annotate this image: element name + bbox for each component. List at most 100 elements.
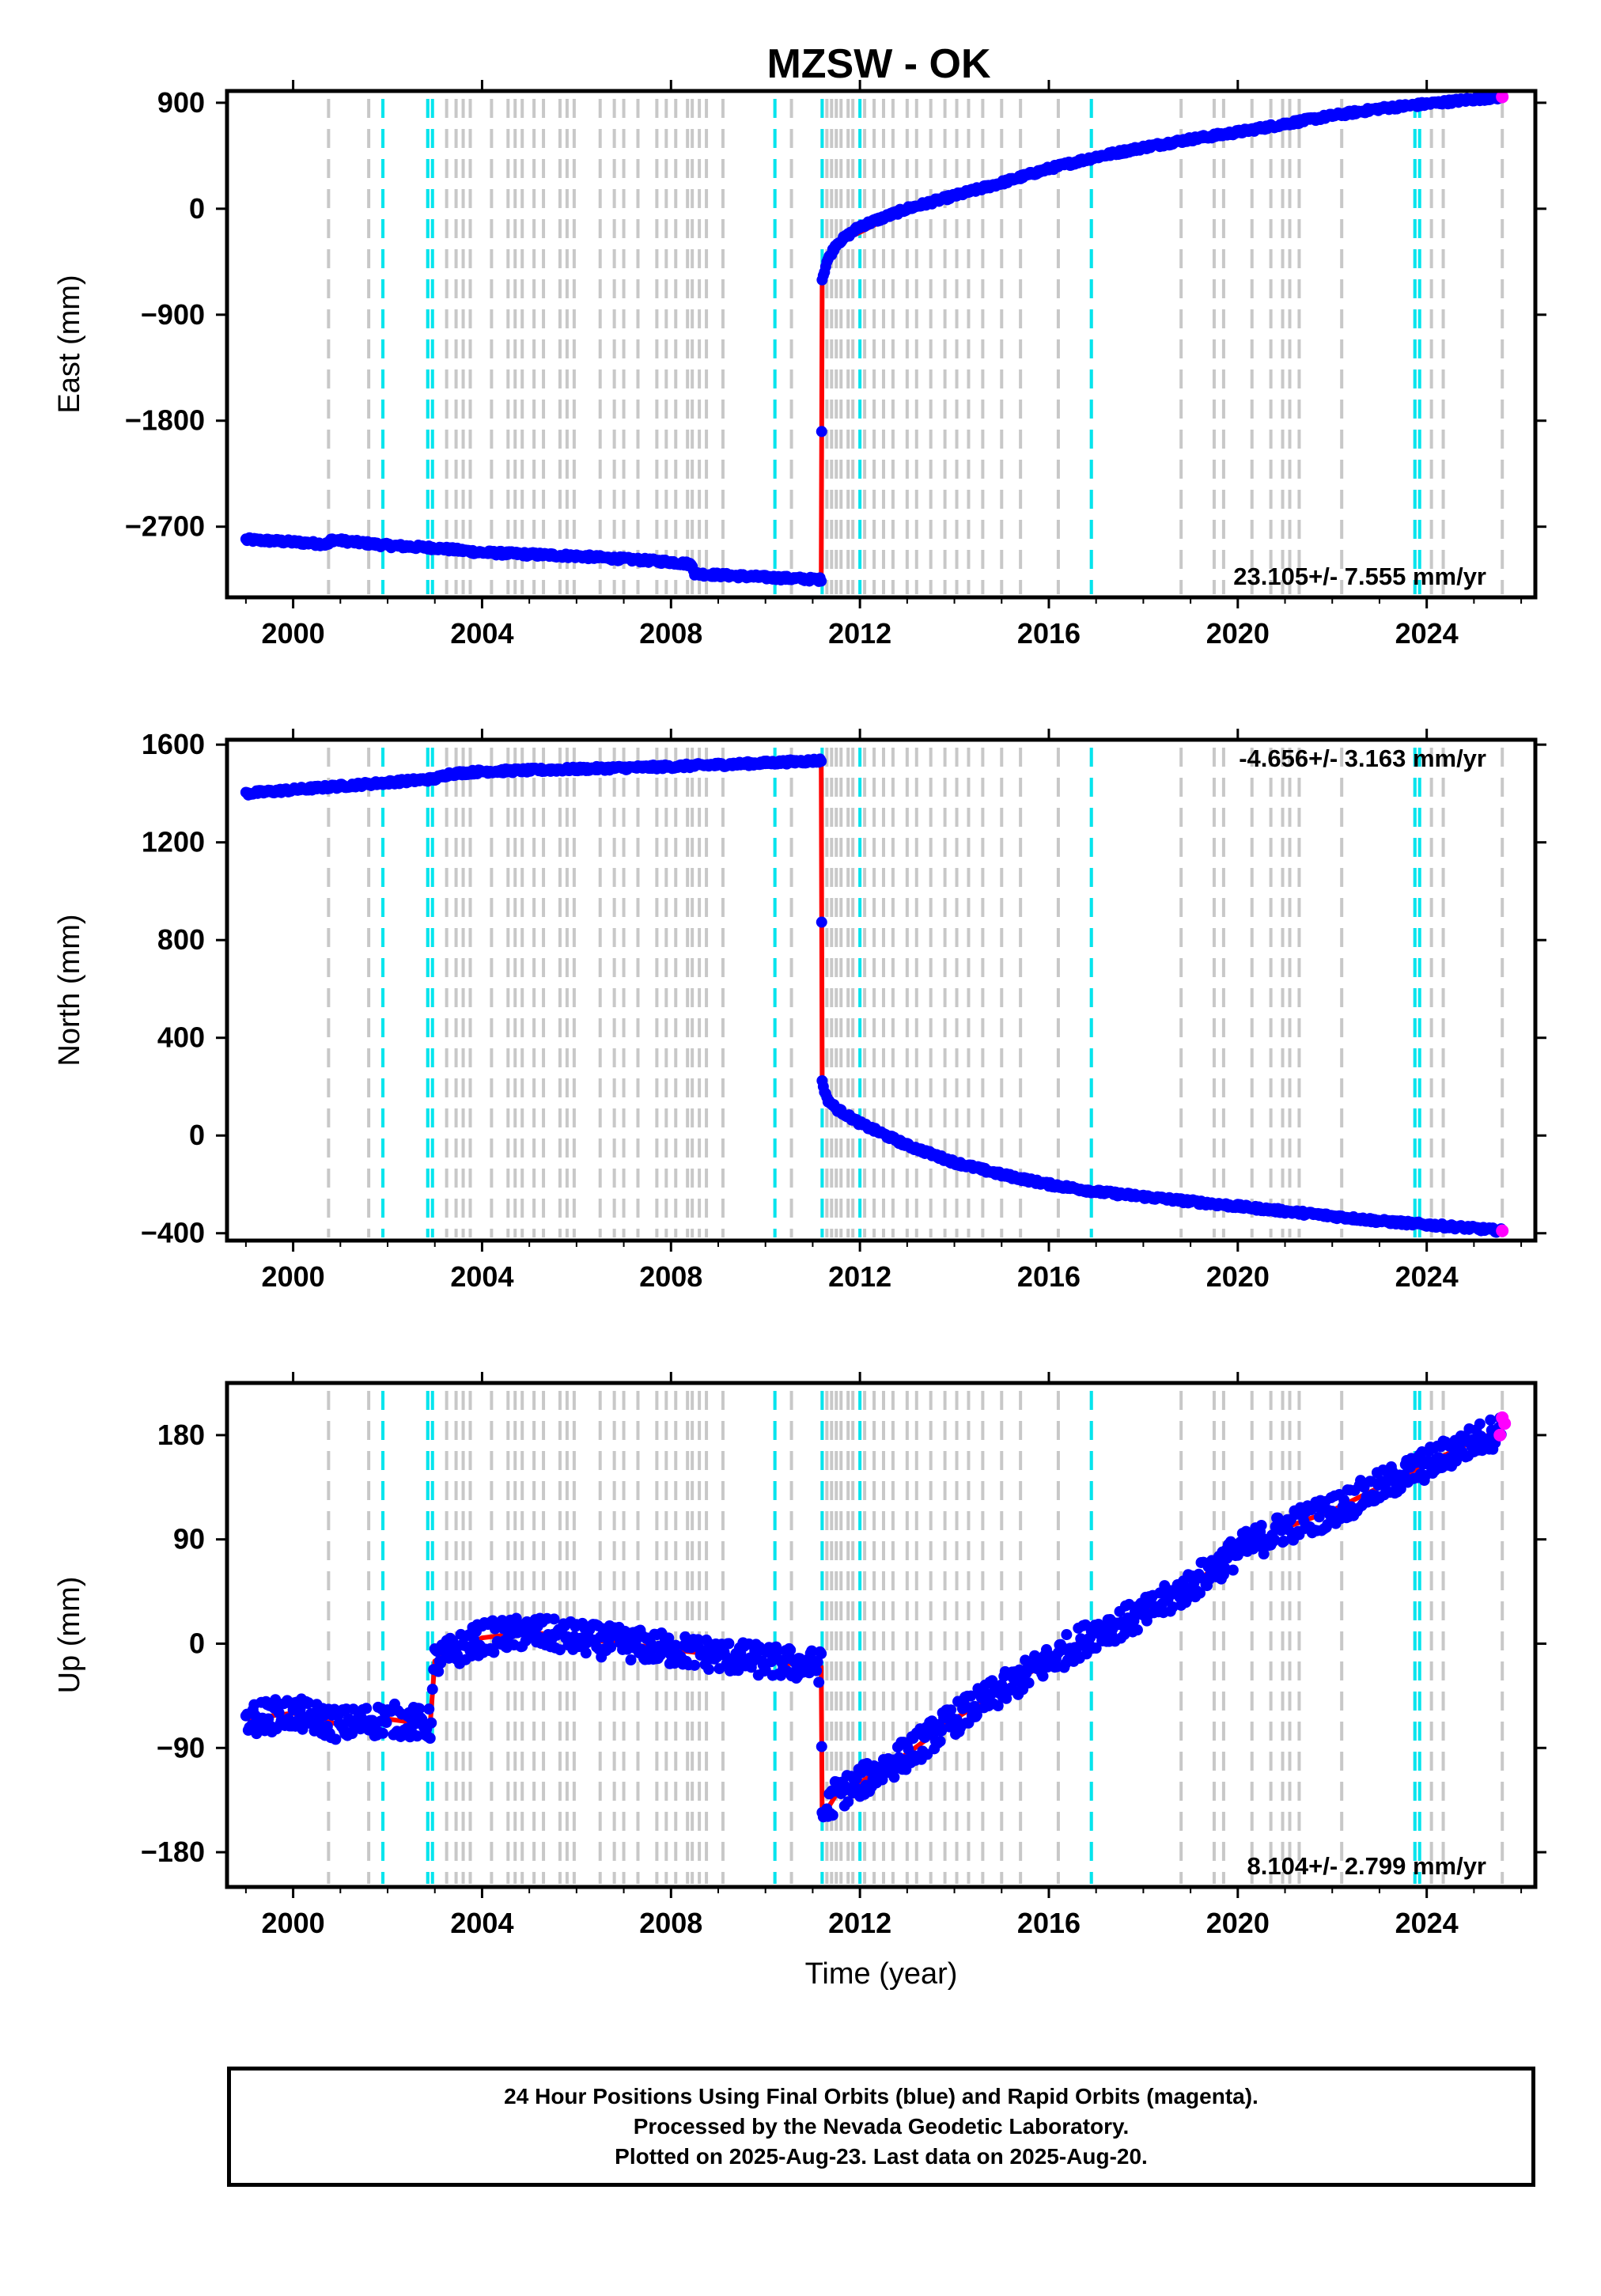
y-tick-label: 900 <box>157 86 205 119</box>
x-tick-label: 2012 <box>828 1260 891 1293</box>
footer-caption-box: 24 Hour Positions Using Final Orbits (bl… <box>227 2067 1535 2187</box>
data-point-final <box>1258 1548 1270 1560</box>
data-point-final <box>1131 1624 1143 1636</box>
data-point-final <box>426 1717 437 1729</box>
y-tick-label: −900 <box>141 298 205 331</box>
north-data-points <box>240 753 1509 1238</box>
data-point-final <box>426 1684 438 1695</box>
x-tick-label: 2012 <box>828 1907 891 1939</box>
data-point-final <box>580 1647 592 1659</box>
chart-title: MZSW - OK <box>766 41 991 87</box>
data-point-final <box>996 1679 1008 1691</box>
x-tick-label: 2008 <box>639 617 702 650</box>
y-tick-label: −2700 <box>125 510 205 543</box>
data-point-final <box>934 1735 946 1747</box>
data-point-final <box>424 1732 436 1744</box>
data-point-final <box>663 1632 675 1644</box>
y-tick-label: −90 <box>157 1731 205 1764</box>
y-tick-label: −180 <box>141 1836 205 1868</box>
data-point-final <box>670 1639 682 1651</box>
data-point-final <box>816 575 827 587</box>
x-tick-label: 2004 <box>450 1260 513 1293</box>
x-tick-label: 2000 <box>262 617 325 650</box>
data-point-final <box>377 1727 389 1739</box>
data-point-final <box>1278 1535 1290 1547</box>
data-point-final <box>635 1643 647 1655</box>
x-tick-label: 2000 <box>262 1907 325 1939</box>
north-event-lines <box>327 748 1504 1237</box>
data-point-rapid <box>1498 1417 1512 1430</box>
data-point-final <box>423 1703 435 1715</box>
data-point-final <box>346 1728 358 1740</box>
x-tick-label: 2012 <box>828 617 891 650</box>
east-data-points <box>240 89 1509 587</box>
data-point-final <box>971 1709 982 1721</box>
data-point-final <box>692 1634 704 1646</box>
data-point-final <box>1338 1495 1350 1506</box>
data-point-final <box>785 1644 797 1656</box>
y-tick-label: 1600 <box>142 728 205 760</box>
data-point-final <box>298 1719 310 1731</box>
up-rate-label: 8.104+/- 2.799 mm/yr <box>1247 1852 1486 1880</box>
north-axes-frame <box>225 737 1538 1243</box>
data-point-final <box>452 1649 464 1661</box>
data-point-final <box>605 1641 617 1653</box>
x-tick-label: 2020 <box>1206 617 1270 650</box>
data-point-final <box>1322 1518 1334 1530</box>
y-tick-label: −1800 <box>125 404 205 437</box>
data-point-rapid <box>1496 1224 1509 1237</box>
data-point-final <box>723 1638 735 1650</box>
y-tick-label: 400 <box>157 1021 205 1054</box>
data-point-final <box>414 1703 426 1714</box>
up-axes-frame <box>225 1381 1538 1889</box>
data-point-final <box>816 916 827 928</box>
data-point-final <box>270 1694 282 1706</box>
data-point-final <box>689 1659 701 1671</box>
data-point-final <box>1167 1601 1179 1613</box>
data-point-final <box>1037 1670 1049 1682</box>
y-tick-label: −400 <box>141 1217 205 1249</box>
data-point-final <box>812 1656 823 1668</box>
data-point-final <box>380 1717 392 1729</box>
up-panel: 2000 2004 2008 2012 2016 2020 2024 −180 −90 0 90 18… <box>53 1372 1546 1991</box>
east-axis-ticks: 2000 2004 2008 2012 2016 2020 2024 −2700 −1800 −9… <box>125 80 1546 650</box>
data-point-final <box>936 1725 948 1737</box>
east-panel: 2000 2004 2008 2012 2016 2020 2024 −2700 −1800 −9… <box>53 80 1546 650</box>
footer-line: Processed by the Nevada Geodetic Laborat… <box>633 2114 1130 2139</box>
footer-line: Plotted on 2025-Aug-23. Last data on 202… <box>615 2144 1148 2169</box>
data-point-final <box>435 1658 447 1669</box>
up-x-axis-label: Time (year) <box>805 1957 958 1991</box>
east-y-axis-label: East (mm) <box>53 275 86 413</box>
up-y-axis-label: Up (mm) <box>53 1577 86 1694</box>
data-point-final <box>661 1640 673 1652</box>
data-point-final <box>1023 1677 1035 1689</box>
data-point-final <box>945 1704 957 1716</box>
data-point-final <box>625 1654 637 1666</box>
north-panel: 2000 2004 2008 2012 2016 2020 2024 −400 0 400 800 1… <box>53 728 1546 1293</box>
data-point-final <box>842 1796 854 1808</box>
axes-frame <box>225 737 1538 1243</box>
axes-frame <box>225 89 1538 600</box>
y-tick-label: 1200 <box>142 826 205 858</box>
x-tick-label: 2024 <box>1395 1907 1459 1939</box>
data-point-final <box>1485 1414 1497 1426</box>
data-point-final <box>771 1645 783 1657</box>
x-tick-label: 2016 <box>1017 617 1081 650</box>
data-point-final <box>1194 1587 1206 1599</box>
data-point-final <box>888 1771 900 1783</box>
y-tick-label: 0 <box>189 1627 205 1659</box>
data-point-final <box>813 1677 825 1688</box>
x-tick-label: 2024 <box>1395 617 1459 650</box>
data-point-final <box>806 1645 818 1657</box>
data-point-final <box>827 1809 838 1821</box>
y-tick-label: 90 <box>173 1523 205 1555</box>
north-axis-ticks: 2000 2004 2008 2012 2016 2020 2024 −400 0 400 800 1… <box>141 728 1546 1293</box>
data-point-final <box>433 1665 445 1677</box>
data-point-final <box>303 1697 315 1709</box>
data-point-final <box>811 1665 823 1677</box>
data-point-final <box>965 1690 977 1702</box>
x-tick-label: 2024 <box>1395 1260 1459 1293</box>
up-data-points <box>240 1411 1512 1823</box>
data-point-final <box>816 1648 827 1660</box>
data-point-final <box>1061 1629 1073 1641</box>
